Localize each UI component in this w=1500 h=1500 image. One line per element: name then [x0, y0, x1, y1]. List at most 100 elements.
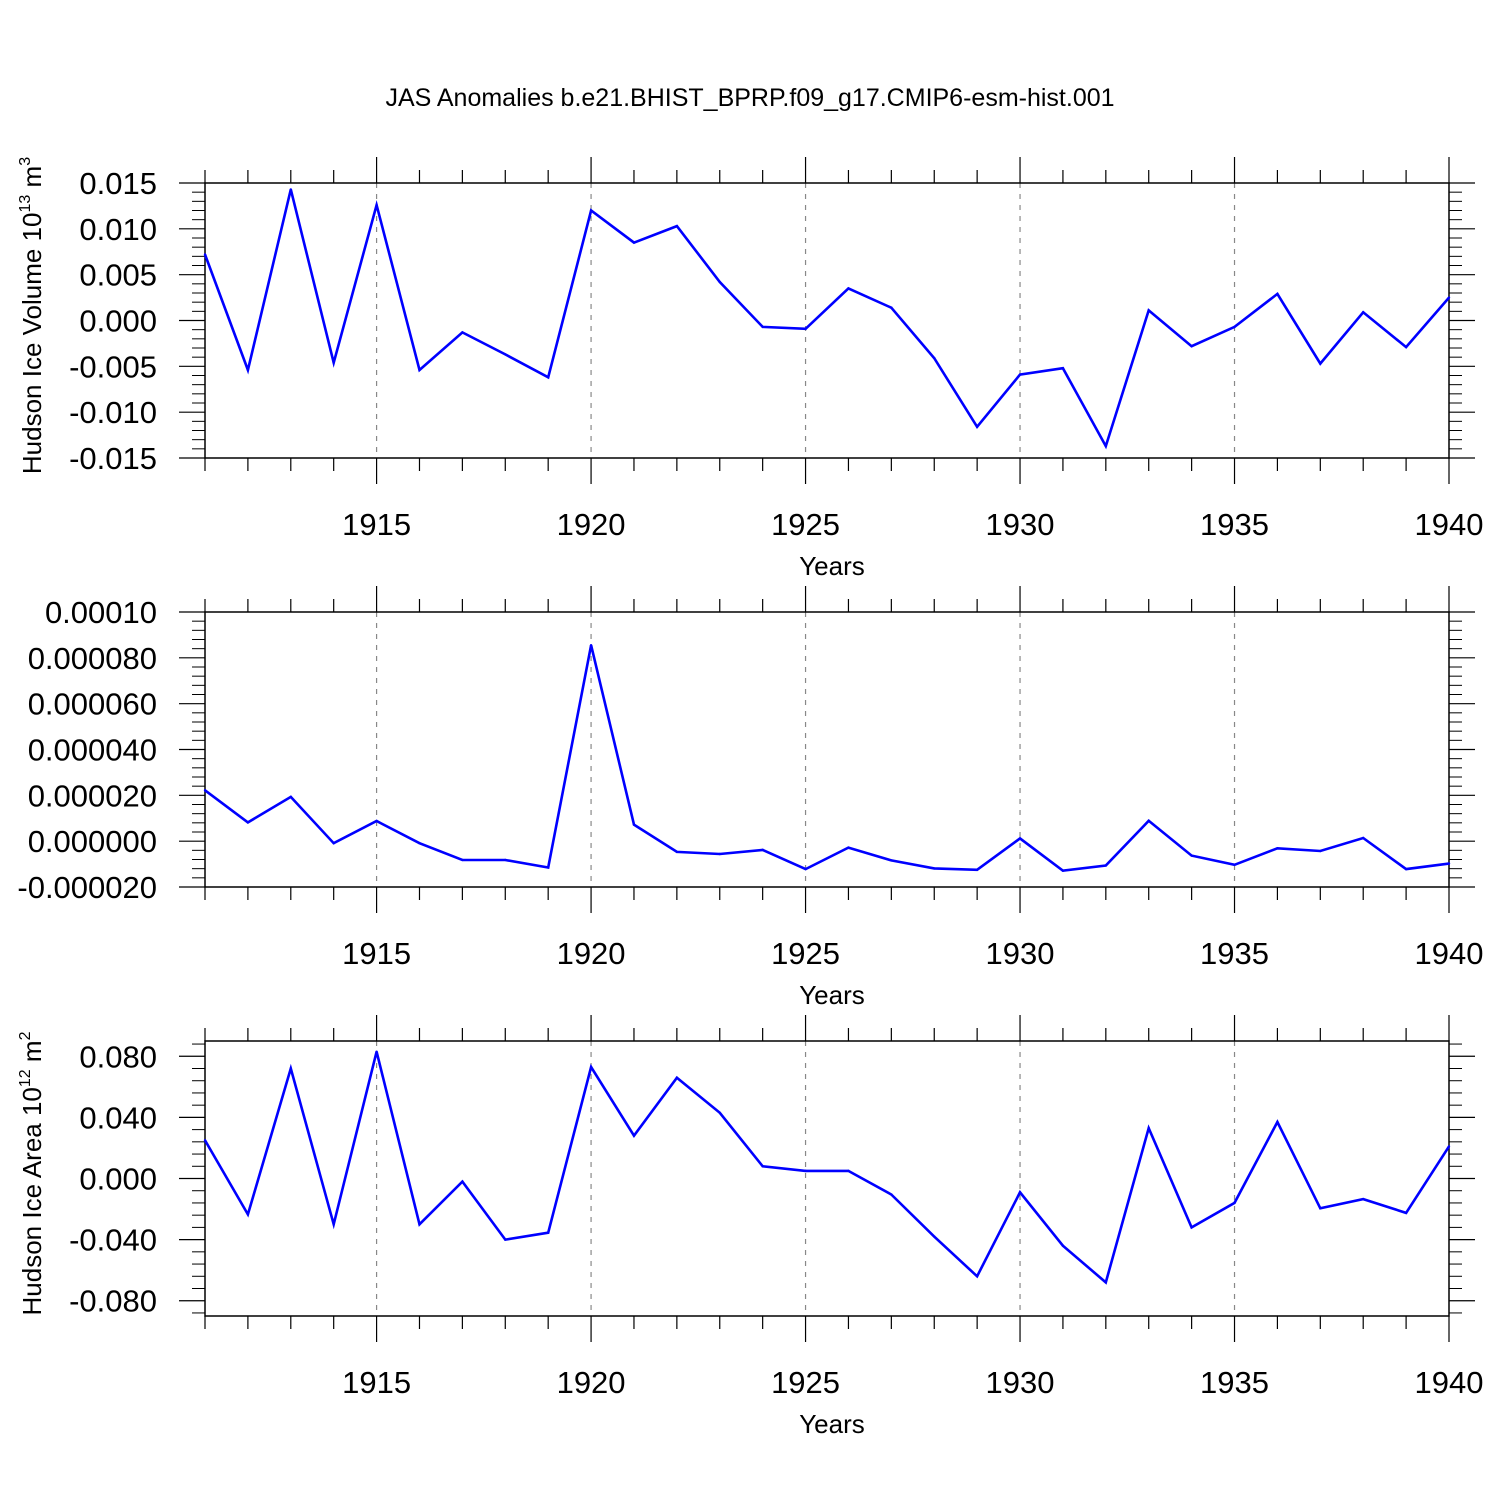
x-tick-label: 1930 [986, 936, 1055, 971]
data-point [546, 866, 550, 869]
y-tick-label: 0.005 [79, 258, 157, 293]
plot-frame [204, 611, 1450, 888]
data-point [975, 1275, 979, 1278]
data-point [504, 1238, 507, 1241]
panel-ice-area: 1915 1920 1925 1930 1935 1940 Years -0.080 -0.04… [17, 1015, 1483, 1439]
data-point [718, 280, 721, 284]
data-point [1147, 309, 1150, 312]
panel-middle: 1915 1920 1925 1930 1935 1940 Years -0.000020 0.… [17, 586, 1483, 1010]
data-point [375, 819, 378, 823]
y-tick-label: 0.000020 [28, 778, 157, 813]
series-line [204, 644, 1450, 873]
y-tick-label: 0.010 [79, 212, 157, 247]
data-point [289, 188, 292, 191]
plot-frame [204, 182, 1450, 459]
y-tick-label: -0.040 [69, 1223, 157, 1258]
x-tick-label: 1920 [557, 1365, 626, 1400]
y-tick-label: -0.005 [69, 349, 157, 384]
data-point [1190, 344, 1193, 348]
x-axis-label: Years [799, 1409, 865, 1439]
data-point [632, 1134, 636, 1137]
data-point [675, 1076, 679, 1079]
data-point [1362, 311, 1365, 314]
x-tick-label: 1920 [557, 507, 626, 542]
y-tick-label: 0.000 [79, 304, 157, 339]
data-point [718, 1111, 721, 1115]
y-axis-label: Hudson Ice Volume 1013 m3 [17, 157, 47, 474]
data-point [418, 842, 421, 845]
data-point [847, 287, 850, 290]
y-tick-label: 0.015 [79, 166, 157, 201]
data-point [933, 1235, 936, 1238]
data-point [246, 1213, 250, 1216]
data-point [289, 795, 292, 799]
y-tick-label: 0.000060 [28, 687, 157, 722]
data-point [589, 1065, 593, 1069]
data-point [203, 253, 207, 256]
data-point [1104, 444, 1108, 448]
x-tick-label: 1930 [986, 1365, 1055, 1400]
data-point [933, 356, 936, 360]
data-point [632, 241, 636, 244]
data-point [504, 858, 507, 862]
data-point [975, 868, 979, 872]
data-point [246, 368, 250, 372]
data-point [1319, 849, 1322, 853]
data-point [632, 823, 636, 826]
data-point [804, 867, 807, 871]
data-point [1404, 867, 1408, 871]
data-point [1018, 1191, 1022, 1194]
data-point [1319, 362, 1322, 365]
data-point [1276, 1120, 1279, 1124]
data-point [1061, 366, 1065, 370]
data-point [761, 848, 764, 852]
x-tick-label: 1925 [771, 936, 840, 971]
data-point [1404, 345, 1408, 349]
data-point [1190, 854, 1193, 857]
data-point [1404, 1211, 1408, 1215]
y-tick-label: -0.000020 [17, 870, 157, 905]
data-point [847, 846, 850, 849]
data-point [461, 1180, 464, 1183]
data-point [1319, 1207, 1322, 1210]
data-point [332, 1223, 335, 1226]
data-point [890, 1193, 893, 1196]
data-point [461, 331, 464, 334]
data-point [718, 852, 721, 856]
series-line [203, 1051, 1451, 1285]
data-point [1018, 373, 1022, 376]
panel-ice-volume: 1915 1920 1925 1930 1935 1940 Years -0.015 -0.01… [17, 157, 1483, 581]
data-point [933, 867, 936, 870]
data-point [1233, 863, 1236, 866]
data-point [589, 209, 593, 212]
data-point [1147, 819, 1150, 822]
x-tick-label: 1935 [1200, 507, 1269, 542]
data-point [1276, 847, 1279, 850]
data-point [1061, 869, 1065, 872]
data-point [675, 224, 679, 228]
data-point [1362, 1197, 1365, 1201]
y-tick-label: 0.000 [79, 1162, 157, 1197]
x-tick-label: 1935 [1200, 936, 1269, 971]
data-point [1147, 1126, 1150, 1130]
data-point [1190, 1226, 1193, 1229]
x-tick-label: 1940 [1415, 936, 1484, 971]
data-point [675, 850, 679, 854]
x-tick-label: 1940 [1415, 507, 1484, 542]
data-point [504, 353, 507, 356]
x-tick-label: 1915 [342, 936, 411, 971]
data-point [1233, 1201, 1236, 1205]
y-tick-label: 0.000040 [28, 733, 157, 768]
data-point [1447, 296, 1451, 299]
data-point [289, 1067, 292, 1070]
y-tick-label: -0.010 [69, 395, 157, 430]
y-tick-label: 0.000080 [28, 641, 157, 676]
data-point [246, 821, 250, 824]
data-point [1362, 836, 1365, 840]
data-point [1233, 325, 1236, 329]
data-point [1447, 862, 1451, 865]
data-point [804, 1169, 807, 1173]
x-tick-label: 1925 [771, 1365, 840, 1400]
series-line [203, 189, 1450, 450]
